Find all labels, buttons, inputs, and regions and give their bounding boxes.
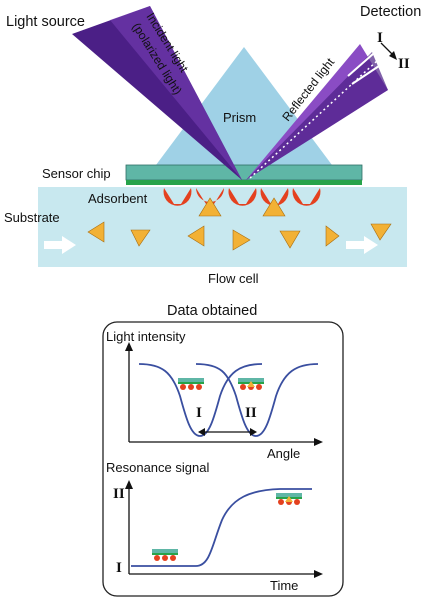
signal-level-two-label: II [113, 486, 125, 502]
substrate-label: Substrate [4, 210, 60, 225]
time-label: Time [270, 578, 298, 593]
signal-level-one-label: I [116, 560, 122, 576]
prism-label: Prism [223, 110, 256, 125]
dip-one-label: I [196, 405, 202, 421]
detection-state-one: I [377, 30, 383, 46]
sensor-chip [126, 165, 362, 180]
resonance-signal-label: Resonance signal [106, 460, 209, 475]
sensor-chip-label: Sensor chip [42, 166, 111, 181]
signal-y-axis-head [125, 480, 133, 489]
light-intensity-label: Light intensity [106, 329, 186, 344]
detection-label: Detection [360, 4, 421, 20]
dip-two-label: II [245, 405, 257, 421]
chip-icon-state-one [178, 378, 204, 390]
angle-shift-arrow-left-head [198, 428, 205, 436]
detection-state-two: II [398, 56, 410, 72]
intensity-x-axis-head [314, 438, 323, 446]
adsorbent-label: Adsorbent [88, 191, 148, 206]
light-source-label: Light source [6, 14, 85, 30]
chip-icon-signal-one [152, 549, 178, 561]
resonance-curve-two [196, 364, 318, 436]
data-obtained-title: Data obtained [167, 303, 257, 319]
angle-label: Angle [267, 446, 300, 461]
signal-x-axis-head [314, 570, 323, 578]
resonance-curve-one [139, 364, 262, 436]
chip-icon-state-two [238, 378, 264, 390]
flow-cell-label: Flow cell [208, 271, 259, 286]
sensor-chip-gold-film [126, 180, 362, 185]
chip-icon-signal-two [276, 493, 302, 505]
